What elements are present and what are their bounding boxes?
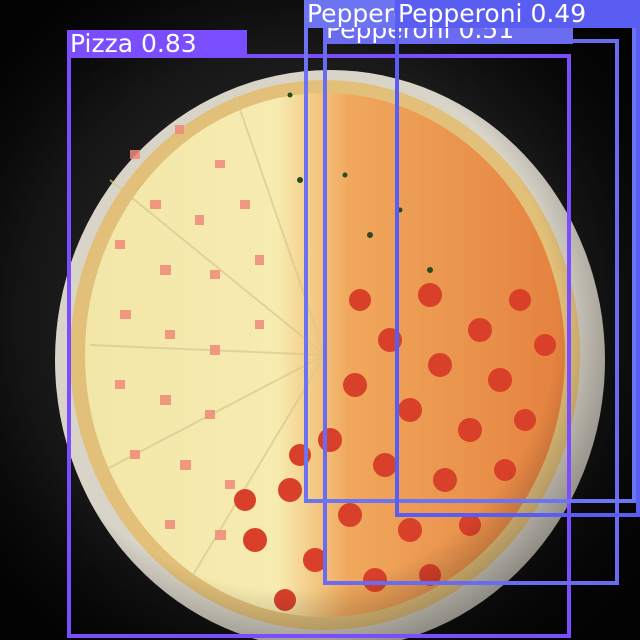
- pizza-detection-label: Pizza 0.83: [67, 30, 247, 58]
- pizza-bounding-box: [67, 54, 571, 638]
- pepperoni-detection-label-3: Pepperoni: [304, 0, 406, 28]
- pepperoni-detection-label-2: Pepperoni 0.49: [395, 0, 640, 28]
- pepperoni-bounding-box-2: [395, 22, 640, 517]
